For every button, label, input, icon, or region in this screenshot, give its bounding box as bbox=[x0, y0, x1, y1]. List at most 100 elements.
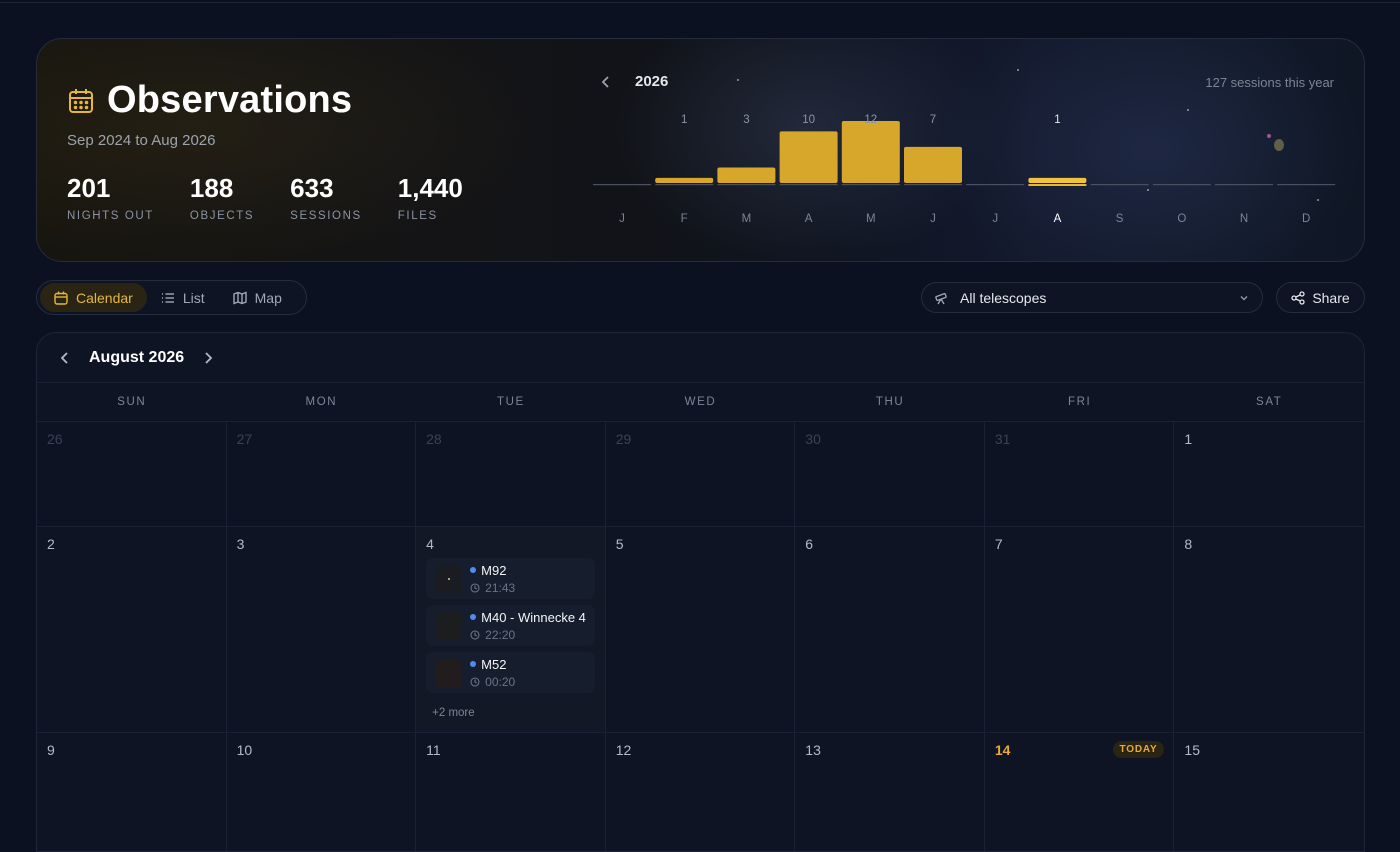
day-number: 29 bbox=[615, 431, 632, 447]
stat-label: SESSIONS bbox=[290, 210, 362, 222]
calendar-day[interactable]: 15 bbox=[1174, 733, 1364, 851]
map-icon bbox=[232, 290, 247, 305]
year-label: 2026 bbox=[635, 73, 669, 90]
session-event[interactable]: M52 00:20 bbox=[426, 652, 595, 693]
calendar-day[interactable]: 1 bbox=[1174, 422, 1364, 526]
session-event[interactable]: M92 21:43 bbox=[426, 558, 595, 599]
day-number: 15 bbox=[1184, 742, 1200, 758]
calendar-day[interactable]: 6 bbox=[795, 527, 985, 732]
share-button[interactable]: Share bbox=[1276, 282, 1365, 313]
event-thumbnail bbox=[436, 611, 463, 640]
calendar-day[interactable]: 12 bbox=[606, 733, 796, 851]
bar-baseline-8 bbox=[1090, 184, 1149, 186]
event-time: 21:43 bbox=[485, 580, 516, 595]
clock-icon bbox=[470, 629, 480, 640]
day-number: 14 bbox=[994, 742, 1011, 758]
calendar-week: 26 27 28 29 30 31 1 bbox=[37, 422, 1364, 527]
stats-row: 201 NIGHTS OUT 188 OBJECTS 633 SESSIONS … bbox=[67, 173, 499, 222]
event-time: 22:20 bbox=[485, 627, 516, 642]
calendar-day[interactable]: 10 bbox=[227, 733, 417, 851]
calendar: August 2026 SUN MON TUE WED THU FRI SAT … bbox=[36, 332, 1365, 852]
month-tick-label-1: F bbox=[681, 213, 688, 225]
calendar-day-today[interactable]: 14 TODAY bbox=[985, 733, 1175, 851]
bar-4[interactable] bbox=[841, 121, 900, 183]
page-title: Observations bbox=[107, 79, 353, 121]
weekday-sat: SAT bbox=[1256, 396, 1283, 408]
calendar-day[interactable]: 27 bbox=[226, 422, 417, 526]
more-events-link[interactable]: +2 more bbox=[432, 707, 475, 719]
bar-baseline-9 bbox=[1152, 184, 1211, 186]
view-list-button[interactable]: List bbox=[147, 283, 219, 312]
view-calendar-button[interactable]: Calendar bbox=[40, 283, 147, 312]
sessions-this-year: 127 sessions this year bbox=[1205, 75, 1334, 90]
month-tick-label-11: D bbox=[1302, 213, 1310, 225]
view-map-button[interactable]: Map bbox=[219, 283, 296, 312]
stat-value: 201 bbox=[67, 173, 111, 203]
monthly-sessions-chart: J 1 F 3 M 10 A 12 M 7 J J 1 A S O N D bbox=[593, 114, 1336, 225]
weekday-header: SUN MON TUE WED THU FRI SAT bbox=[37, 383, 1364, 422]
day-number: 26 bbox=[47, 431, 63, 447]
calendar-month: August 2026 bbox=[89, 348, 185, 366]
calendar-day[interactable]: 5 bbox=[606, 527, 796, 732]
calendar-day[interactable]: 28 bbox=[416, 422, 606, 526]
bar-2[interactable] bbox=[717, 167, 776, 184]
bar-3[interactable] bbox=[779, 131, 838, 183]
day-number: 13 bbox=[805, 742, 821, 758]
telescope-select[interactable]: All telescopes bbox=[921, 282, 1263, 313]
calendar-day[interactable]: 4 M92 21:43 M40 - Winnecke 4 bbox=[416, 527, 606, 732]
view-calendar-label: Calendar bbox=[76, 289, 133, 306]
calendar-day[interactable]: 26 bbox=[37, 422, 227, 526]
data-label-5: 7 bbox=[930, 114, 936, 126]
calendar-day[interactable]: 8 bbox=[1174, 527, 1364, 732]
data-label-4: 12 bbox=[864, 114, 877, 126]
chevron-left-icon[interactable] bbox=[59, 351, 71, 365]
event-thumbnail bbox=[436, 658, 463, 687]
calendar-icon bbox=[69, 88, 93, 113]
calendar-day[interactable]: 9 bbox=[37, 733, 227, 851]
data-label-3: 10 bbox=[802, 114, 815, 126]
calendar-day[interactable]: 3 bbox=[227, 527, 417, 732]
day-number: 4 bbox=[426, 536, 434, 552]
data-label-7: 1 bbox=[1054, 114, 1060, 126]
stat-label: OBJECTS bbox=[189, 210, 255, 222]
event-object-name: M92 bbox=[481, 562, 507, 578]
event-thumbnail bbox=[436, 564, 463, 593]
month-tick-label-2: M bbox=[742, 213, 752, 225]
day-number: 11 bbox=[426, 742, 441, 758]
calendar-week: 2 3 4 M92 21:43 M40 - Winnecke 4 bbox=[37, 527, 1364, 733]
page-title-row: Observations bbox=[67, 79, 352, 122]
day-number: 30 bbox=[805, 431, 821, 447]
weekday-tue: TUE bbox=[497, 396, 525, 408]
telescope-select-value: All telescopes bbox=[960, 289, 1047, 306]
clock-icon bbox=[470, 582, 480, 593]
top-divider bbox=[0, 2, 1400, 3]
bar-7[interactable] bbox=[1028, 177, 1087, 183]
session-event[interactable]: M40 - Winnecke 4 22:20 bbox=[426, 605, 595, 646]
calendar-day[interactable]: 2 bbox=[37, 527, 227, 732]
calendar-day[interactable]: 7 bbox=[985, 527, 1175, 732]
day-number: 9 bbox=[47, 742, 55, 758]
bar-baseline-7 bbox=[1028, 184, 1087, 186]
view-map-label: Map bbox=[254, 289, 282, 306]
stat-value: 1,440 bbox=[397, 173, 463, 203]
list-icon bbox=[161, 292, 174, 303]
view-list-label: List bbox=[182, 289, 205, 306]
share-label: Share bbox=[1312, 289, 1350, 306]
chevron-right-icon[interactable] bbox=[202, 351, 214, 365]
chevron-left-icon[interactable] bbox=[599, 74, 613, 90]
stat-value: 633 bbox=[290, 173, 334, 203]
weekday-sun: SUN bbox=[117, 396, 147, 408]
bar-1[interactable] bbox=[655, 177, 714, 183]
calendar-day[interactable]: 31 bbox=[984, 422, 1175, 526]
telescope-color-dot bbox=[470, 614, 477, 620]
calendar-day[interactable]: 13 bbox=[795, 733, 985, 851]
bar-5[interactable] bbox=[904, 146, 962, 183]
view-switcher: Calendar List Map bbox=[36, 280, 307, 315]
calendar-day[interactable]: 11 bbox=[416, 733, 606, 851]
calendar-day[interactable]: 29 bbox=[605, 422, 796, 526]
telescope-color-dot bbox=[470, 661, 477, 667]
telescope-color-dot bbox=[470, 567, 477, 573]
month-tick-label-4: M bbox=[866, 213, 876, 225]
calendar-day[interactable]: 30 bbox=[795, 422, 985, 526]
data-label-1: 1 bbox=[681, 114, 687, 126]
